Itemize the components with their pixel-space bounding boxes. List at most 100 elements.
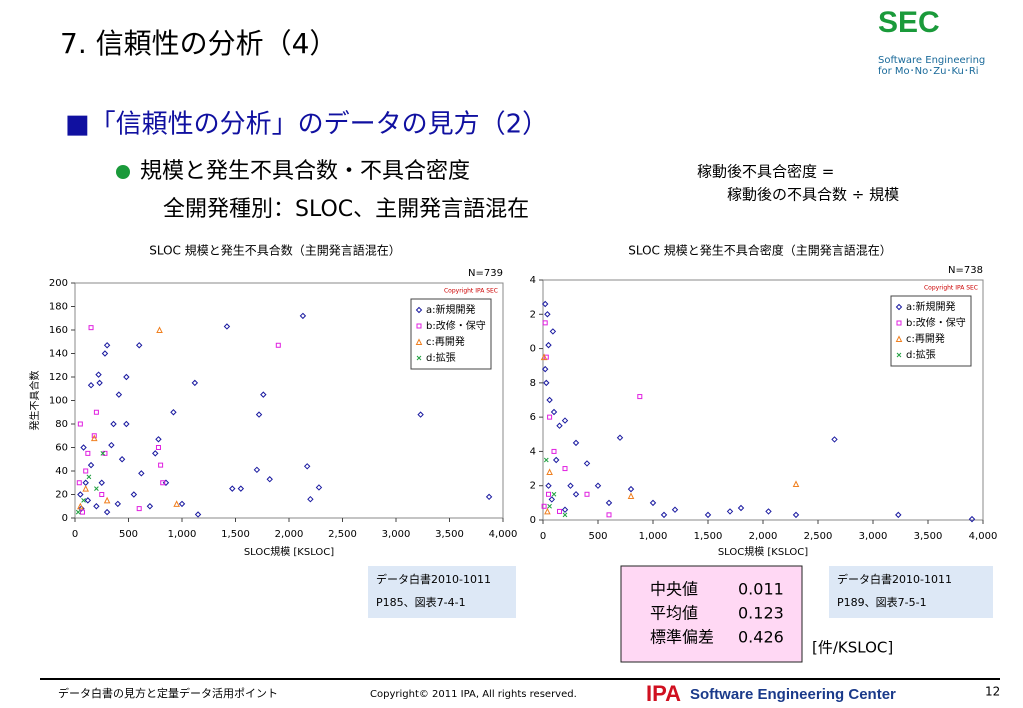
formula: 稼動後不具合密度 =	[697, 163, 834, 181]
point	[649, 499, 657, 507]
point	[191, 379, 199, 387]
y-tick-label: 180	[49, 302, 68, 313]
point	[547, 503, 552, 509]
stat-label: 中央値	[650, 580, 698, 599]
point	[80, 444, 87, 451]
x-tick-label: 1,000	[168, 529, 197, 540]
logo: SEC	[878, 6, 940, 39]
point	[704, 511, 712, 519]
point	[299, 312, 307, 320]
x-tick-label: 2,000	[749, 531, 778, 542]
point	[155, 436, 162, 443]
formula: 稼動後の不具合数 ÷ 規模	[727, 186, 899, 204]
y-tick-label: 80	[55, 419, 68, 430]
legend-label: c:再開発	[906, 332, 945, 345]
point	[83, 468, 89, 474]
legend-marker	[895, 303, 903, 311]
point	[550, 408, 558, 416]
point	[84, 497, 92, 504]
point	[87, 382, 95, 389]
point	[152, 450, 159, 457]
x-tick-label: 4,000	[489, 529, 518, 540]
point	[584, 491, 590, 497]
point	[556, 422, 563, 429]
logo-sub: Software Engineering	[878, 55, 985, 66]
y-tick-label: 200	[49, 278, 68, 289]
point	[86, 474, 92, 480]
point	[194, 511, 202, 518]
x-tick-label: 0	[540, 531, 546, 542]
point	[99, 492, 105, 497]
point	[546, 396, 553, 404]
point	[315, 484, 323, 491]
point	[572, 491, 580, 498]
y-tick-label: 120	[49, 372, 68, 383]
point	[253, 466, 261, 474]
legend-label: a:新規開発	[426, 303, 476, 316]
point	[551, 448, 557, 454]
point	[178, 500, 186, 508]
x-tick-label: 2,500	[804, 531, 833, 542]
y-tick-label: 8	[530, 378, 536, 389]
point	[110, 420, 117, 428]
point	[100, 451, 106, 456]
legend-label: a:新規開発	[906, 300, 956, 313]
y-tick-label: 2	[530, 309, 536, 320]
y-tick-label: 160	[49, 325, 68, 336]
x-axis-label: SLOC規模 [KSLOC]	[718, 546, 808, 558]
point	[968, 515, 976, 523]
legend-label: b:改修・保守	[906, 316, 966, 329]
point	[627, 492, 635, 499]
point	[78, 505, 85, 512]
point	[77, 502, 84, 510]
point	[637, 394, 643, 400]
point	[87, 461, 95, 469]
point	[123, 373, 130, 381]
slide-title: 7. 信頼性の分析（4）	[60, 27, 337, 60]
bullet-text: 全開発種別：SLOC、主開発言語混在	[163, 197, 529, 222]
point	[266, 476, 273, 483]
point	[155, 445, 161, 450]
point	[792, 511, 800, 519]
point	[85, 450, 91, 456]
legend-label: b:改修・保守	[426, 319, 486, 332]
y-tick-label: 40	[55, 466, 68, 477]
legend-label: c:再開発	[426, 335, 465, 348]
point	[260, 391, 267, 398]
point	[726, 508, 734, 515]
point	[94, 486, 99, 491]
ipa-logo: IPA	[646, 681, 681, 706]
point	[541, 365, 549, 373]
point	[77, 491, 84, 498]
point	[82, 479, 89, 486]
point	[549, 328, 557, 335]
stat-label: 標準偏差	[650, 628, 714, 647]
copyright: Copyright IPA SEC	[924, 285, 978, 292]
point	[96, 379, 103, 387]
y-tick-label: 0	[530, 515, 536, 526]
point	[90, 434, 98, 442]
point	[546, 491, 551, 497]
point	[737, 504, 745, 512]
point	[417, 411, 424, 418]
source-text: P189、図表7-5-1	[837, 595, 927, 609]
point	[303, 463, 311, 470]
stat-label: 平均値	[650, 604, 698, 623]
point	[95, 371, 102, 378]
x-tick-label: 500	[119, 529, 138, 540]
point	[544, 507, 551, 515]
y-tick-label: 60	[55, 443, 68, 454]
point	[660, 511, 668, 519]
point	[541, 300, 549, 308]
point	[895, 511, 902, 519]
page-number: 12	[985, 685, 1000, 699]
x-tick-label: 1,000	[639, 531, 668, 542]
x-tick-label: 1,500	[221, 529, 250, 540]
point	[223, 323, 231, 330]
source-box	[829, 566, 993, 618]
point	[567, 482, 574, 489]
point	[606, 512, 612, 518]
point	[170, 409, 177, 416]
stat-value: 0.426	[738, 628, 784, 647]
